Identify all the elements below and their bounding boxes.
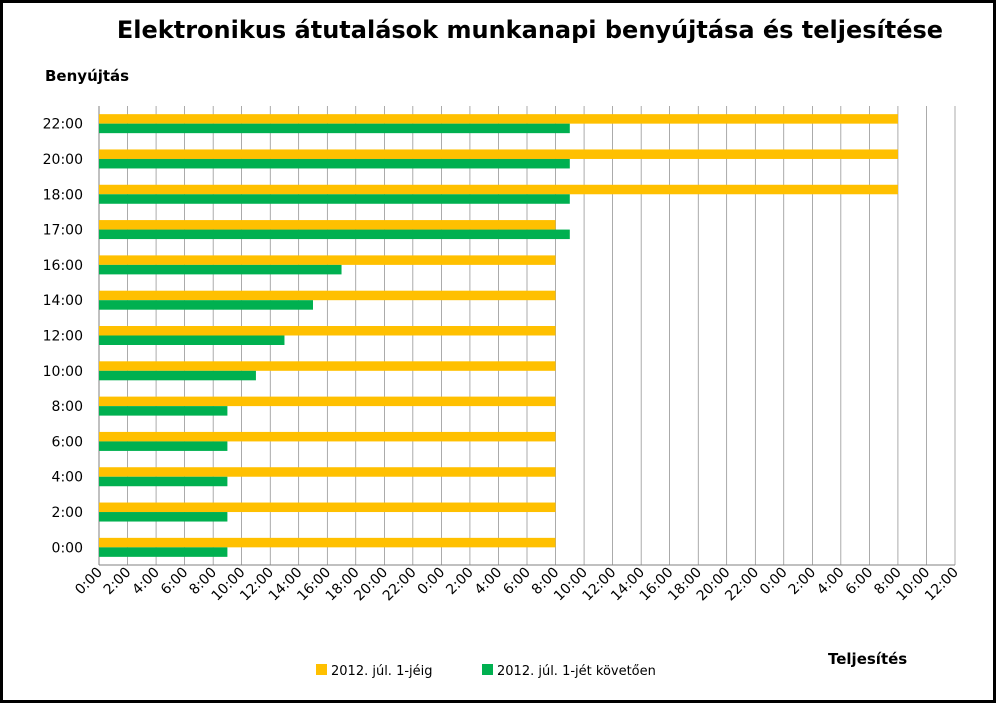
y-tick-label: 18:00	[43, 187, 83, 203]
x-tick-label-group: 4:00	[814, 565, 848, 599]
x-tick-label-group: 6:00	[843, 565, 877, 599]
bar-series1-22:00	[99, 114, 898, 124]
legend-swatch	[316, 664, 327, 675]
x-tick-label-group: 2:00	[443, 565, 477, 599]
x-tick-label: 2:00	[101, 565, 135, 599]
x-tick-label-group: 0:00	[72, 565, 106, 599]
x-tick-label-group: 4:00	[472, 565, 506, 599]
x-tick-label: 6:00	[843, 565, 877, 599]
x-tick-label-group: 2:00	[786, 565, 820, 599]
bar-series2-2:00	[99, 512, 228, 522]
y-tick-label: 17:00	[43, 223, 83, 239]
x-tick-label: 2:00	[786, 565, 820, 599]
legend: 2012. júl. 1-jéig 2012. júl. 1-jét követő…	[316, 664, 656, 679]
legend-label: 2012. júl. 1-jét követően	[497, 664, 656, 679]
y-tick-label: 20:00	[43, 152, 83, 168]
x-tick-label: 2:00	[443, 565, 477, 599]
bar-series1-16:00	[99, 255, 556, 265]
x-tick-label-group: 2:00	[101, 565, 135, 599]
x-tick-label-group: 6:00	[158, 565, 192, 599]
bar-series2-22:00	[99, 123, 570, 134]
x-tick-label: 4:00	[472, 565, 506, 599]
x-tick-label: 0:00	[415, 565, 449, 599]
y-tick-label: 12:00	[43, 329, 83, 345]
y-tick-label: 10:00	[43, 364, 83, 380]
legend-label: 2012. júl. 1-jéig	[331, 664, 433, 679]
y-tick-label: 6:00	[52, 434, 83, 450]
x-tick-label: 6:00	[158, 565, 192, 599]
x-tick-label: 4:00	[814, 565, 848, 599]
bars	[99, 114, 898, 557]
x-tick-label: 0:00	[72, 565, 106, 599]
bar-series1-14:00	[99, 290, 556, 301]
y-axis-title: Benyújtás	[45, 67, 129, 85]
bar-series2-16:00	[99, 264, 342, 275]
bar-series1-6:00	[99, 431, 556, 442]
bar-series2-14:00	[99, 300, 313, 310]
bar-series2-17:00	[99, 229, 570, 240]
bar-series2-8:00	[99, 406, 228, 416]
bar-series1-8:00	[99, 396, 556, 407]
x-tick-label-group: 4:00	[129, 565, 163, 599]
bar-series1-18:00	[99, 184, 898, 195]
bar-series2-20:00	[99, 158, 570, 169]
x-tick-label-group: 0:00	[415, 565, 449, 599]
y-tick-label: 14:00	[43, 293, 83, 309]
y-tick-label: 8:00	[52, 399, 83, 415]
bar-series2-10:00	[99, 370, 256, 381]
x-tick-label: 0:00	[757, 565, 791, 599]
x-tick-label-group: 0:00	[757, 565, 791, 599]
bar-series1-4:00	[99, 467, 556, 477]
y-tick-label: 2:00	[52, 505, 83, 521]
chart-title: Elektronikus átutalások munkanapi benyúj…	[117, 16, 943, 44]
bar-series1-20:00	[99, 149, 898, 159]
bar-series1-12:00	[99, 326, 556, 336]
bar-series2-4:00	[99, 476, 228, 487]
x-tick-label: 4:00	[129, 565, 163, 599]
x-tick-labels: 0:002:004:006:008:0010:0012:0014:0016:00…	[72, 565, 962, 605]
y-tick-label: 22:00	[43, 117, 83, 133]
y-tick-label: 4:00	[52, 470, 83, 486]
bar-series2-0:00	[99, 547, 228, 557]
bar-series2-6:00	[99, 441, 228, 451]
bar-series1-2:00	[99, 502, 556, 513]
bar-series1-17:00	[99, 220, 556, 230]
x-tick-label-group: 6:00	[500, 565, 534, 599]
bar-series2-12:00	[99, 335, 285, 345]
bar-series1-0:00	[99, 537, 556, 548]
x-tick-label: 6:00	[500, 565, 534, 599]
bar-series1-10:00	[99, 361, 556, 371]
y-tick-label: 0:00	[52, 540, 83, 556]
bar-series2-18:00	[99, 194, 570, 204]
x-axis-title: Teljesítés	[828, 650, 907, 668]
y-tick-labels: 22:00 20:00 18:00 17:00 16:00 14:00 12:00 10:00…	[43, 117, 83, 557]
legend-swatch	[482, 664, 493, 675]
y-tick-label: 16:00	[43, 258, 83, 274]
